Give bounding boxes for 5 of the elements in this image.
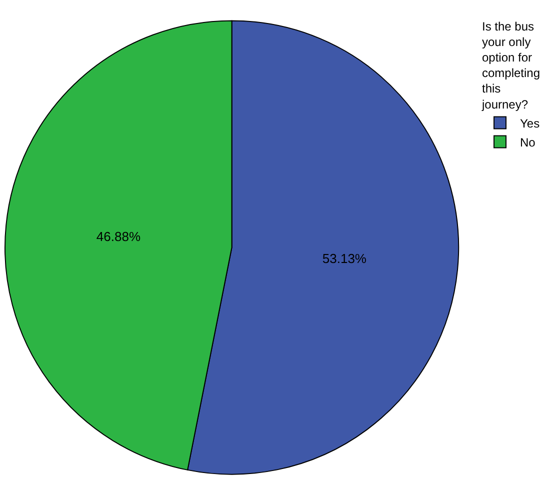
legend-title: Is the bus your only option for completing this journey? [481,19,540,112]
legend-label: No [520,135,536,150]
data-label: 53.13% [322,251,367,266]
legend-label: Yes [520,116,540,130]
data-label: 46.88% [96,228,141,244]
